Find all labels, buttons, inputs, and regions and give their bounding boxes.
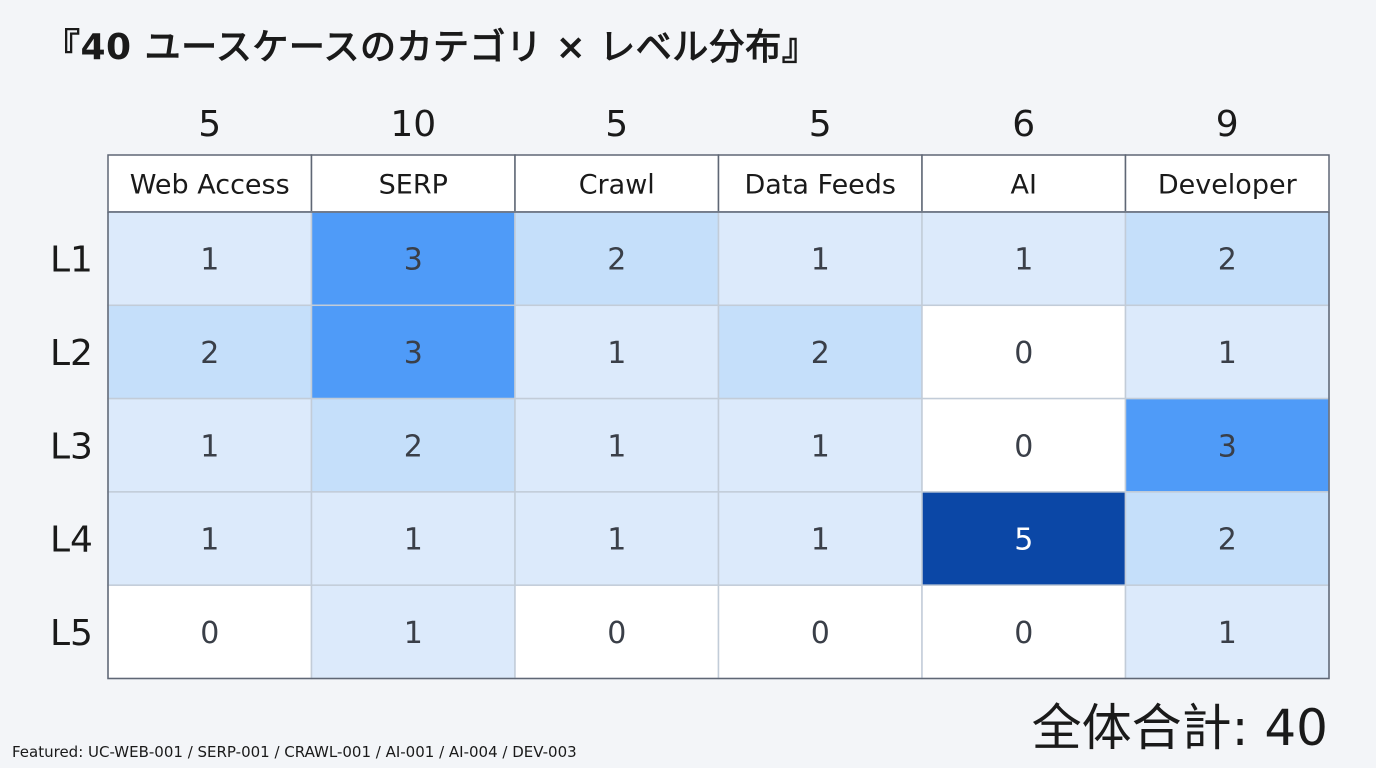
cell-value-r3-c0: 1 bbox=[200, 523, 219, 558]
heatmap-cell-r0-c0 bbox=[107, 211, 313, 307]
column-total-1: 10 bbox=[390, 104, 436, 145]
cell-value-r4-c4: 0 bbox=[1014, 616, 1033, 651]
row-label-l3: L3 bbox=[50, 426, 93, 467]
cell-value-r1-c0: 2 bbox=[200, 336, 219, 371]
header-label-5: Developer bbox=[1158, 170, 1298, 201]
header-cell-1 bbox=[310, 154, 516, 213]
grand-total-label: 全体合計: 40 bbox=[1031, 699, 1328, 757]
column-total-0: 5 bbox=[198, 104, 221, 145]
heatmap-cell-r3-c1 bbox=[310, 491, 516, 586]
cell-value-r4-c2: 0 bbox=[607, 616, 626, 651]
cell-value-r2-c4: 0 bbox=[1014, 429, 1033, 464]
heatmap-cell-r1-c2 bbox=[514, 304, 720, 400]
heatmap-cell-r1-c1 bbox=[310, 304, 516, 400]
row-label-l1: L1 bbox=[50, 240, 93, 281]
heatmap-cell-r3-c0 bbox=[107, 491, 313, 586]
cell-value-r1-c4: 0 bbox=[1014, 336, 1033, 371]
cell-value-r1-c2: 1 bbox=[607, 336, 626, 371]
cell-value-r3-c4: 5 bbox=[1014, 523, 1033, 558]
cell-value-r0-c5: 2 bbox=[1218, 243, 1237, 278]
cell-value-r0-c3: 1 bbox=[811, 243, 830, 278]
cell-value-r3-c2: 1 bbox=[607, 523, 626, 558]
grid-outline bbox=[107, 211, 1330, 680]
heatmap-cell-r3-c5 bbox=[1124, 491, 1330, 586]
chart-title: 『40 ユースケースのカテゴリ × レベル分布』 bbox=[44, 27, 819, 68]
cell-value-r4-c3: 0 bbox=[811, 616, 830, 651]
cell-value-r1-c3: 2 bbox=[811, 336, 830, 371]
heatmap-cell-r4-c0 bbox=[107, 584, 313, 680]
heatmap-cell-r2-c0 bbox=[107, 397, 313, 493]
column-total-4: 6 bbox=[1012, 104, 1035, 145]
header-label-3: Data Feeds bbox=[744, 170, 896, 201]
cell-value-r1-c1: 3 bbox=[404, 336, 423, 371]
featured-note: Featured: UC-WEB-001 / SERP-001 / CRAWL-… bbox=[12, 743, 577, 761]
heatmap-cell-r3-c4 bbox=[921, 491, 1127, 586]
row-label-l5: L5 bbox=[50, 613, 93, 654]
heatmap-cell-r0-c5 bbox=[1124, 211, 1330, 307]
heatmap-cell-r4-c5 bbox=[1124, 584, 1330, 680]
cell-value-r2-c1: 2 bbox=[404, 429, 423, 464]
cell-value-r0-c2: 2 bbox=[607, 243, 626, 278]
cell-value-r0-c4: 1 bbox=[1014, 243, 1033, 278]
heatmap-cell-r0-c1 bbox=[310, 211, 516, 307]
cell-value-r3-c3: 1 bbox=[811, 523, 830, 558]
header-cell-0 bbox=[107, 154, 313, 213]
cell-value-r1-c5: 1 bbox=[1218, 336, 1237, 371]
heatmap-cell-r2-c3 bbox=[717, 397, 923, 493]
cell-value-r4-c0: 0 bbox=[200, 616, 219, 651]
cell-value-r2-c2: 1 bbox=[607, 429, 626, 464]
header-label-0: Web Access bbox=[130, 170, 290, 201]
cell-value-r4-c5: 1 bbox=[1218, 616, 1237, 651]
row-label-l4: L4 bbox=[50, 520, 93, 561]
heatmap-cell-r1-c4 bbox=[921, 304, 1127, 400]
heatmap-cell-r0-c2 bbox=[514, 211, 720, 307]
heatmap-cell-r1-c3 bbox=[717, 304, 923, 400]
header-label-2: Crawl bbox=[579, 170, 655, 201]
cell-value-r3-c1: 1 bbox=[404, 523, 423, 558]
cell-value-r0-c0: 1 bbox=[200, 243, 219, 278]
heatmap-cell-r2-c2 bbox=[514, 397, 720, 493]
heatmap-cell-r2-c1 bbox=[310, 397, 516, 493]
column-total-2: 5 bbox=[605, 104, 628, 145]
header-cell-2 bbox=[514, 154, 720, 213]
header-label-1: SERP bbox=[379, 170, 448, 201]
column-total-3: 5 bbox=[809, 104, 832, 145]
heatmap-cell-r2-c5 bbox=[1124, 397, 1330, 493]
header-label-4: AI bbox=[1011, 170, 1037, 201]
cell-value-r4-c1: 1 bbox=[404, 616, 423, 651]
heatmap-cell-r1-c0 bbox=[107, 304, 313, 400]
cell-value-r3-c5: 2 bbox=[1218, 523, 1237, 558]
heatmap-cell-r1-c5 bbox=[1124, 304, 1330, 400]
cell-value-r2-c3: 1 bbox=[811, 429, 830, 464]
heatmap-cell-r2-c4 bbox=[921, 397, 1127, 493]
cell-value-r2-c5: 3 bbox=[1218, 429, 1237, 464]
column-total-5: 9 bbox=[1216, 104, 1239, 145]
row-label-l2: L2 bbox=[50, 333, 93, 374]
cell-value-r0-c1: 3 bbox=[404, 243, 423, 278]
cell-value-r2-c0: 1 bbox=[200, 429, 219, 464]
heatmap-cell-r4-c4 bbox=[921, 584, 1127, 680]
